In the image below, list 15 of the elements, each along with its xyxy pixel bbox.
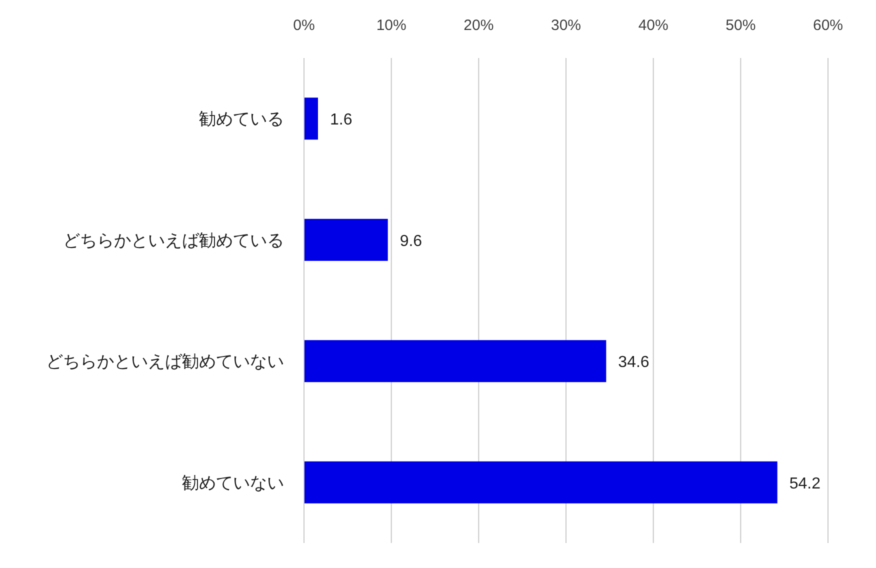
y-tick-label: 勧めていない [182,473,284,492]
y-tick-label: 勧めている [199,110,284,129]
y-tick-label: どちらかといえば勧めていない [46,352,284,372]
x-tick-label: 20% [464,17,494,34]
x-tick-label: 60% [812,17,844,34]
x-tick-label: 10% [376,17,406,34]
x-tick-label: 0% [293,17,315,34]
x-tick-label: 30% [550,17,582,34]
data-label: 9.6 [400,232,422,250]
y-tick-label: どちらかといえば勧めている [63,230,284,250]
data-label: 54.2 [789,475,821,492]
data-label: 34.6 [618,354,650,372]
x-tick-label: 40% [638,17,668,34]
data-label: 1.6 [330,112,352,129]
x-tick-label: 50% [726,17,756,34]
